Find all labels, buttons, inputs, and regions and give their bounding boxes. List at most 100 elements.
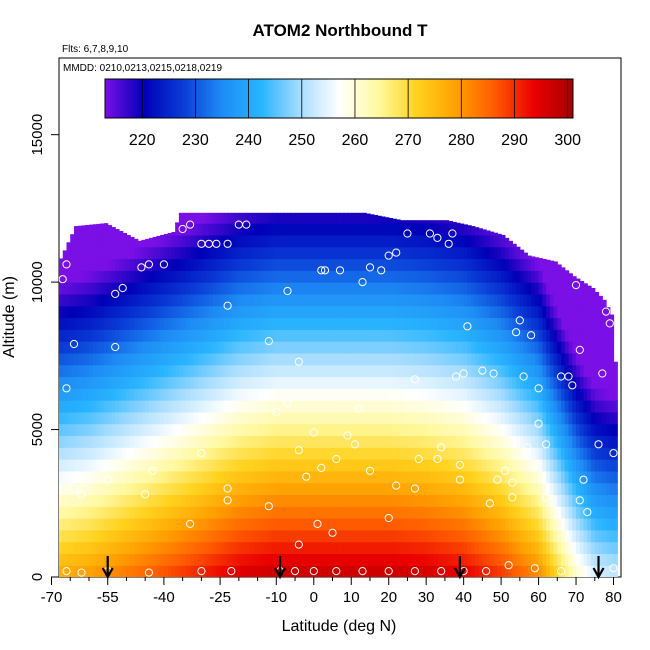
heat-cell xyxy=(205,341,210,354)
heat-cell xyxy=(542,388,547,401)
heat-cell xyxy=(369,270,375,283)
heat-cell xyxy=(163,423,169,437)
heat-cell xyxy=(403,482,409,496)
heat-cell xyxy=(561,447,566,460)
heat-cell xyxy=(373,388,379,401)
heat-cell xyxy=(493,317,498,330)
heat-cell xyxy=(246,329,251,342)
heat-cell xyxy=(557,553,562,566)
heat-cell xyxy=(572,459,577,472)
heat-cell xyxy=(516,246,521,260)
heat-cell xyxy=(163,459,169,472)
heat-cell xyxy=(193,459,199,472)
heat-cell xyxy=(100,565,105,577)
heat-cell xyxy=(463,411,468,425)
sample-point xyxy=(309,428,318,437)
heat-cell xyxy=(564,341,570,354)
heat-cell xyxy=(553,494,558,507)
heat-cell xyxy=(422,258,427,271)
heat-cell xyxy=(568,459,573,472)
heat-cell xyxy=(103,341,109,354)
heat-cell xyxy=(501,293,506,307)
heat-cell xyxy=(463,388,468,401)
heat-cell xyxy=(152,447,158,460)
heat-cell xyxy=(343,459,349,472)
colorbar-tick-label: 240 xyxy=(235,132,262,149)
heat-cell xyxy=(302,305,307,319)
heat-cell xyxy=(148,565,154,577)
heat-cell xyxy=(66,317,71,330)
heat-cell xyxy=(336,435,341,448)
heat-cell xyxy=(118,459,124,472)
heat-cell xyxy=(73,411,79,425)
heat-cell xyxy=(156,317,161,330)
heat-cell xyxy=(613,400,618,413)
heat-cell xyxy=(88,565,94,577)
heat-cell xyxy=(313,212,319,224)
heat-cell xyxy=(148,341,154,354)
heat-cell xyxy=(137,240,143,248)
heat-cell xyxy=(298,246,304,260)
heat-cell xyxy=(163,565,169,577)
heat-cell xyxy=(332,541,337,555)
heat-cell xyxy=(411,447,416,460)
heat-cell xyxy=(478,400,483,413)
heat-cell xyxy=(516,541,521,555)
heat-cell xyxy=(474,282,480,295)
heat-cell xyxy=(253,223,259,236)
heat-cell xyxy=(92,470,98,484)
heat-cell xyxy=(572,423,577,437)
heat-cell xyxy=(107,293,113,307)
heat-cell xyxy=(403,400,409,413)
heat-cell xyxy=(340,305,345,319)
heat-cell xyxy=(291,459,296,472)
heat-cell xyxy=(310,329,315,342)
heat-cell xyxy=(519,282,525,295)
heat-cell xyxy=(216,376,221,389)
heat-cell xyxy=(557,282,562,295)
heat-cell xyxy=(523,459,528,472)
heat-cell xyxy=(418,423,424,437)
heat-cell xyxy=(456,305,461,319)
sample-point xyxy=(557,567,566,576)
heat-cell xyxy=(235,364,240,378)
heat-cell xyxy=(606,411,611,425)
heat-cell xyxy=(332,223,337,236)
heat-cell xyxy=(403,529,409,543)
heat-cell xyxy=(156,506,161,519)
heat-cell xyxy=(508,447,513,460)
heat-cell xyxy=(340,317,345,330)
heat-cell xyxy=(130,447,135,460)
heat-cell xyxy=(257,494,262,507)
heat-cell xyxy=(594,529,600,543)
heat-cell xyxy=(606,400,611,413)
heat-cell xyxy=(609,541,615,555)
heat-cell xyxy=(171,423,176,437)
heat-cell xyxy=(272,364,277,378)
heat-cell xyxy=(175,541,180,555)
heat-cell xyxy=(295,494,300,507)
heat-cell xyxy=(235,459,240,472)
heat-cell xyxy=(306,352,311,366)
heat-cell xyxy=(257,447,262,460)
heat-cell xyxy=(456,270,461,283)
heat-cell xyxy=(250,541,255,555)
heat-cell xyxy=(137,541,143,555)
heat-cell xyxy=(306,470,311,484)
heat-cell xyxy=(197,317,202,330)
heat-cell xyxy=(441,376,446,389)
heat-cell xyxy=(193,494,199,507)
sample-point xyxy=(377,266,386,275)
heat-cell xyxy=(190,293,195,307)
heat-cell xyxy=(302,400,307,413)
heat-cell xyxy=(148,329,154,342)
heat-cell xyxy=(583,435,588,448)
heat-cell xyxy=(250,270,255,283)
heat-cell xyxy=(411,352,416,366)
heat-cell xyxy=(291,352,296,366)
heat-cell xyxy=(358,246,364,260)
heat-cell xyxy=(606,423,611,437)
heat-cell xyxy=(486,541,491,555)
heat-cell xyxy=(508,482,513,496)
heat-cell xyxy=(167,388,172,401)
